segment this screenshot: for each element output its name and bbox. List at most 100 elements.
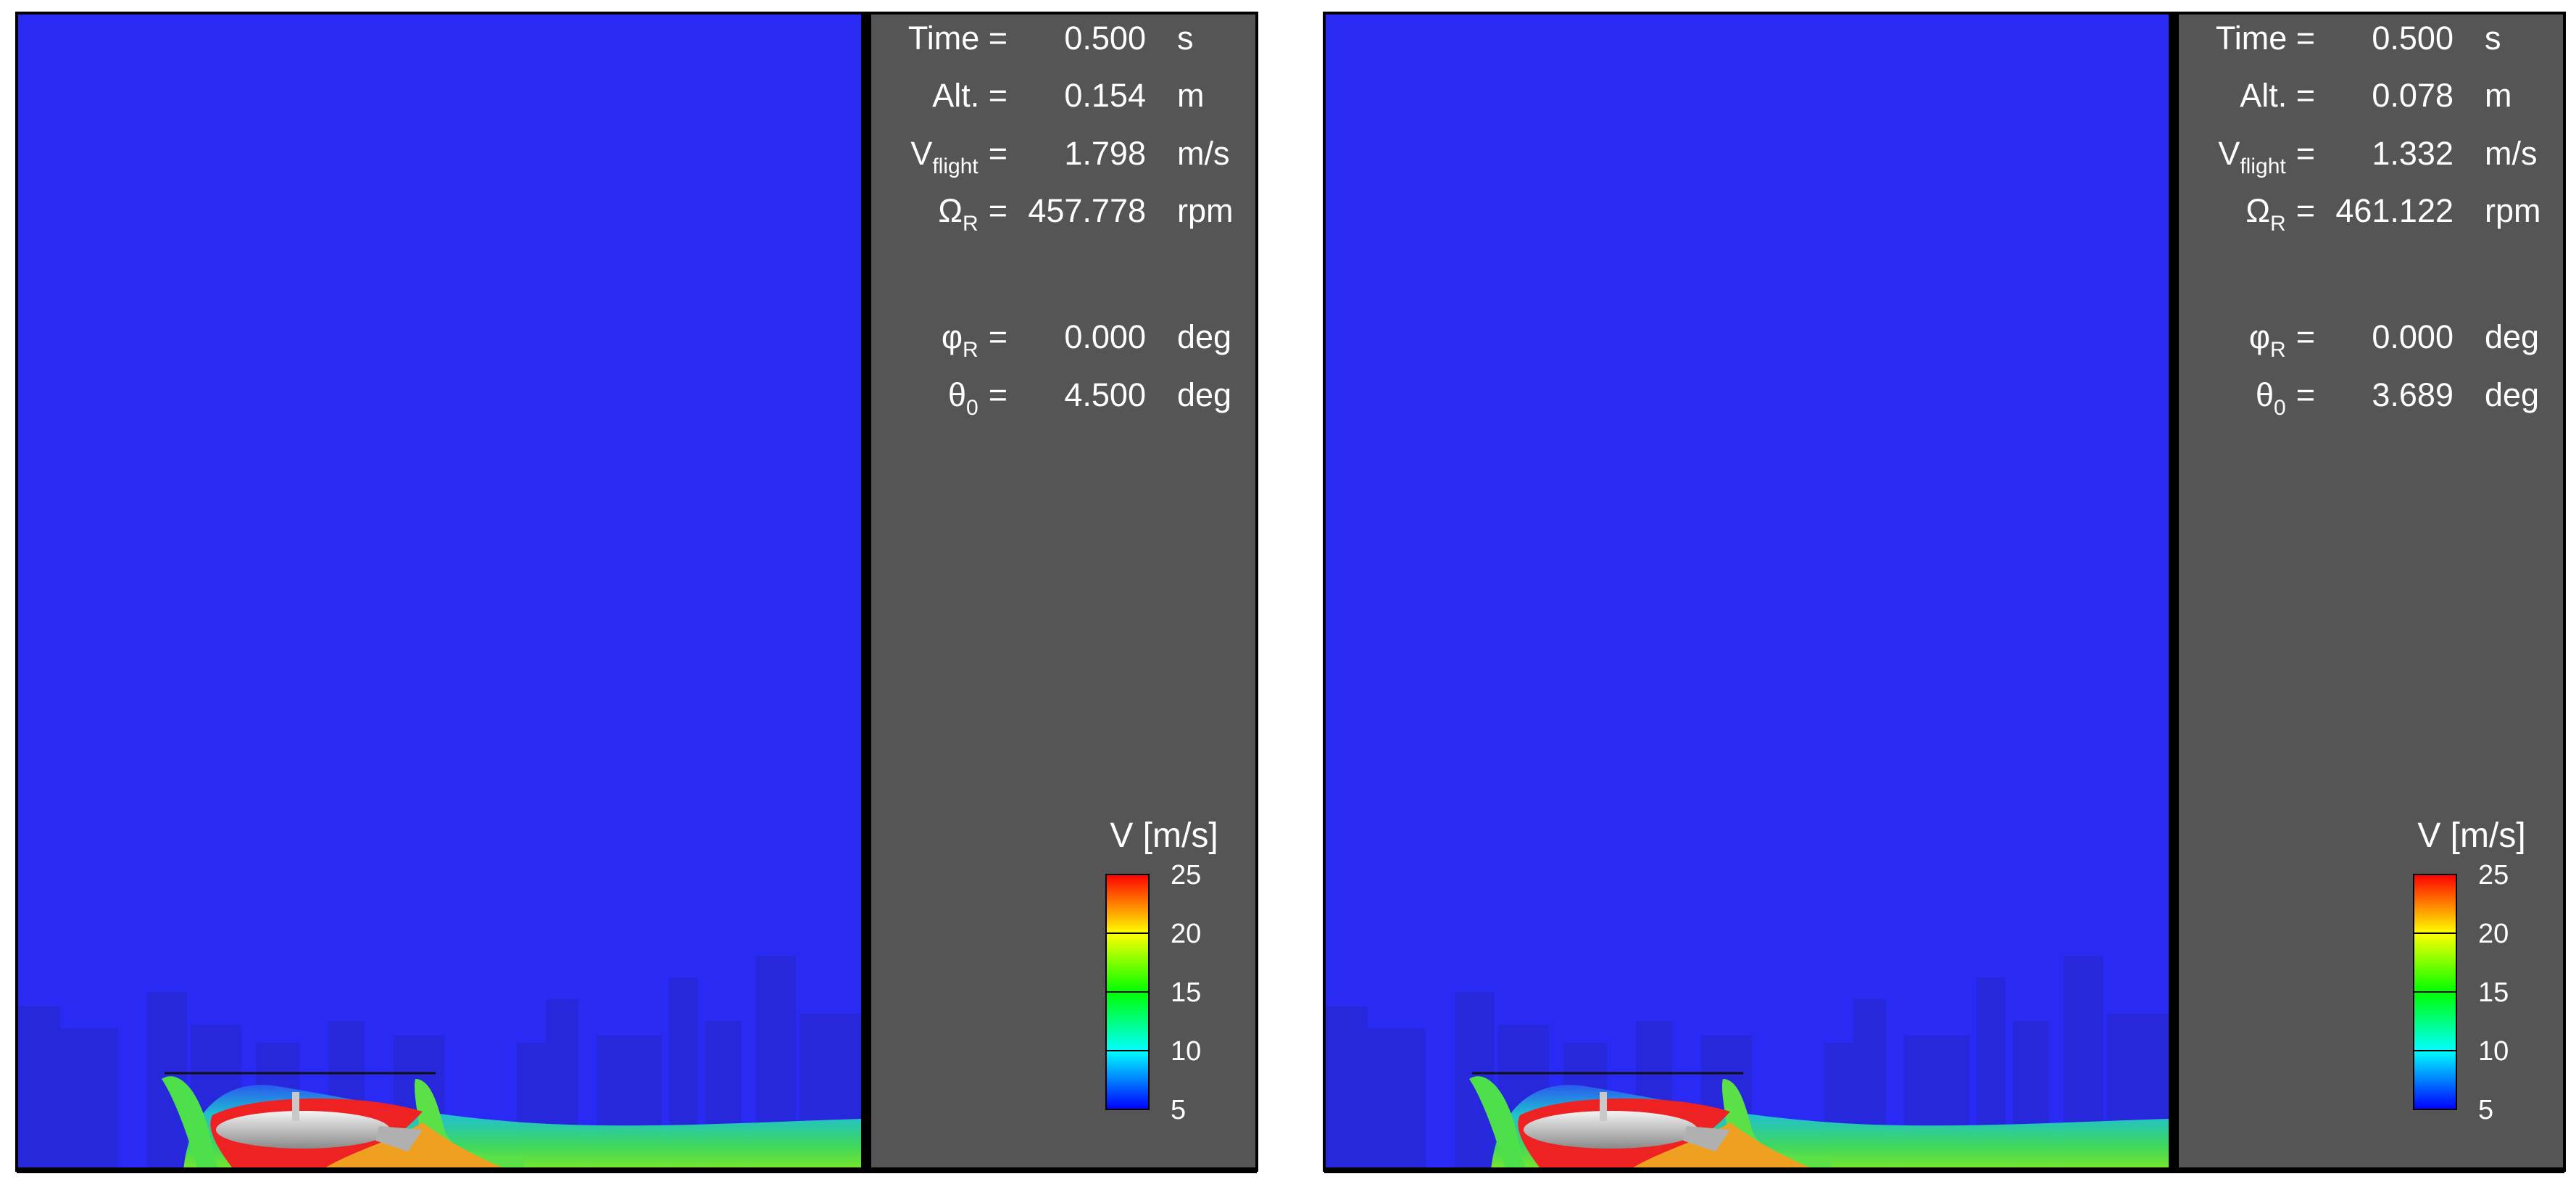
divider [861,13,871,1170]
bottom-edge [17,1167,1257,1173]
label-text: φ [2249,318,2270,355]
label-equals: = [989,135,1007,172]
label-equals: = [989,376,1007,413]
label-text: Ω [938,192,963,229]
row-label: Vflight = [910,135,1007,178]
label-equals: = [2296,192,2315,229]
skyline [1324,1006,1368,1170]
label-text: Time = [2216,20,2315,57]
row-unit: deg [2485,376,2539,413]
row-value: 0.000 [2372,318,2454,355]
row-unit: m [1177,77,1205,114]
colorbar-tick-label: 20 [1171,919,1201,949]
row-unit: m [2485,77,2512,114]
row-value: 0.000 [1064,318,1146,355]
info-panel [2179,13,2564,1170]
label-subscript: R [2270,212,2286,236]
row-unit: m/s [1177,135,1230,172]
wake-left [1469,1076,1527,1170]
colorbar-tick-label: 5 [1171,1095,1186,1125]
rotor-mast [1600,1092,1607,1121]
divider [2169,13,2179,1170]
skyline [17,1006,60,1170]
colorbar-tick-label: 25 [1171,860,1201,890]
row-label: θ0 = [2256,376,2315,420]
row-unit: rpm [2485,192,2541,229]
row-label: Time = [908,20,1007,57]
label-subscript: 0 [2274,396,2286,420]
colorbar-title: V [m/s] [1110,816,1218,855]
row-unit: deg [1177,376,1231,413]
row-unit: s [1177,20,1194,57]
row-label: Alt. = [2240,77,2315,114]
skyline [1368,1028,1426,1170]
label-subscript: R [963,212,979,236]
bottom-edge [1324,1167,2564,1173]
mid-speed [321,1122,510,1170]
label-subscript: 0 [966,396,979,420]
row-label: ΩR = [938,192,1007,236]
label-subscript: flight [932,154,979,178]
label-text: θ [2256,376,2274,413]
row-value: 4.500 [1064,376,1146,413]
label-subscript: R [963,338,979,362]
row-value: 1.798 [1064,135,1146,172]
label-equals: = [2296,318,2315,355]
colorbar-tick-label: 10 [2478,1036,2509,1067]
rotor-mast [292,1092,299,1121]
colorbar-tick-label: 10 [1171,1036,1201,1067]
row-value: 0.500 [2372,20,2454,57]
fuselage [1524,1111,1698,1149]
tail-boom [375,1126,423,1151]
row-value: 461.122 [2335,192,2454,229]
panel: Time = 0.500 s Alt. = 0.078 m Vflight = 1.332 m/s… [1323,12,2566,1173]
panel: Time = 0.500 s Alt. = 0.154 m Vflight = 1.798 m/s… [15,12,1258,1173]
mid-speed [1629,1122,1817,1170]
row-label: Time = [2216,20,2315,57]
row-label: φR = [942,318,1007,362]
row-label: ΩR = [2245,192,2315,236]
row-value: 0.078 [2372,77,2454,114]
row-value: 3.689 [2372,376,2454,413]
label-text: Ω [2245,192,2270,229]
label-equals: = [989,192,1007,229]
info-panel [871,13,1257,1170]
row-value: 457.778 [1028,192,1146,229]
label-text: Time = [908,20,1007,57]
colorbar-tick-label: 20 [2478,919,2509,949]
label-equals: = [2296,376,2315,413]
label-text: Alt. = [932,77,1007,114]
label-text: Alt. = [2240,77,2315,114]
label-text: V [2218,135,2240,172]
flow-field [1324,13,2169,1170]
fuselage [216,1111,390,1149]
label-text: V [910,135,932,172]
colorbar-tick-label: 15 [1171,977,1201,1008]
label-equals: = [989,318,1007,355]
colorbar-title: V [m/s] [2417,816,2525,855]
colorbar-tick-label: 15 [2478,977,2509,1008]
colorbar-tick-label: 25 [2478,860,2509,890]
row-unit: s [2485,20,2501,57]
tail-boom [1683,1126,1730,1151]
label-equals: = [2296,135,2315,172]
flow-field [17,13,861,1170]
label-subscript: R [2270,338,2286,362]
label-text: φ [942,318,963,355]
row-unit: deg [2485,318,2539,355]
row-value: 0.500 [1064,20,1146,57]
row-unit: rpm [1177,192,1234,229]
row-unit: m/s [2485,135,2538,172]
row-label: θ0 = [948,376,1007,420]
row-label: Vflight = [2218,135,2315,178]
row-value: 1.332 [2372,135,2454,172]
row-label: φR = [2249,318,2315,362]
label-text: θ [948,376,966,413]
skyline [60,1028,118,1170]
wake-left [162,1076,220,1170]
row-unit: deg [1177,318,1231,355]
label-subscript: flight [2240,154,2286,178]
colorbar-tick-label: 5 [2478,1095,2493,1125]
